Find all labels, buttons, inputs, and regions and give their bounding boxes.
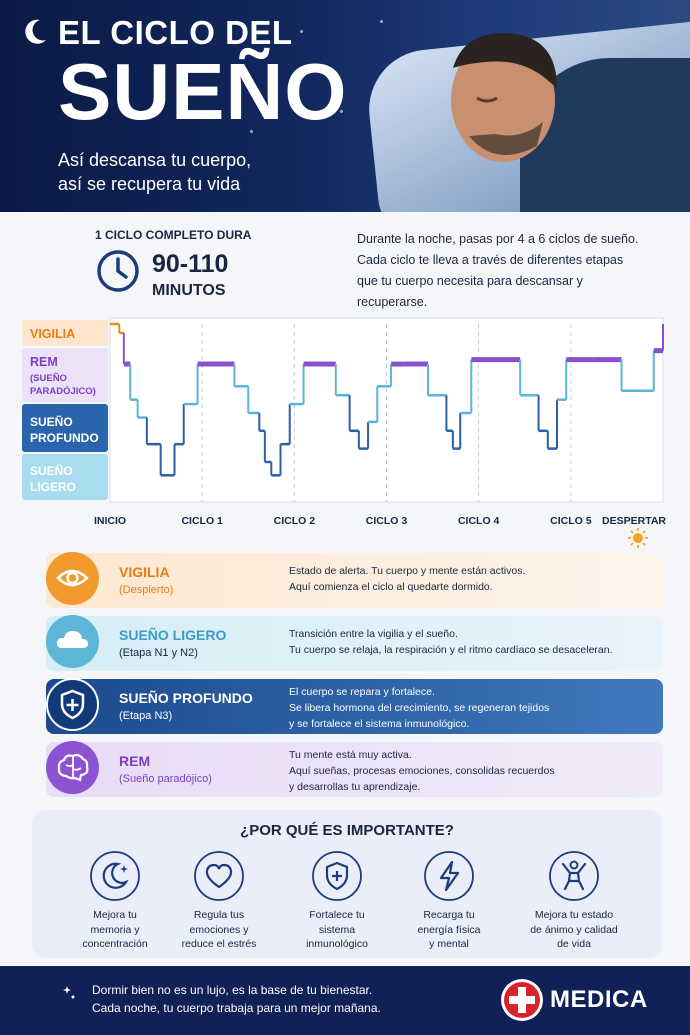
subtitle-line-1: Así descansa tu cuerpo, (58, 150, 252, 170)
shield-plus-icon (46, 678, 99, 731)
stage-desc-line: Aquí sueñas, procesas emociones, consoli… (289, 765, 555, 777)
stage-desc-line: y desarrollas tu aprendizaje. (289, 781, 421, 793)
cloud-icon (46, 615, 99, 668)
footer-line-2: Cada noche, tu cuerpo trabaja para un me… (92, 1001, 381, 1015)
benefit-label: Regula tus emociones y reduce el estrés (181, 909, 257, 950)
stage-label: SUEÑO (30, 414, 73, 429)
person-celebrating-icon (549, 851, 599, 901)
benefit-energy: Recarga tu energía física y mental (394, 850, 504, 952)
benefit-memory: Mejora tu memoria y concentración (60, 850, 170, 952)
brand-name: MEDICA (550, 986, 648, 1013)
stage-subtitle: (Etapa N1 y N2) (119, 647, 198, 659)
stage-card-rem: REM (Sueño paradójico) Tu mente está muy… (46, 741, 663, 797)
heart-icon (194, 851, 244, 901)
x-tick-label: CICLO 3 (366, 515, 408, 527)
stage-title: VIGILIA (119, 564, 170, 580)
title-line-1: EL CICLO DEL (58, 14, 293, 51)
subtitle: Así descansa tu cuerpo, así se recupera … (58, 148, 318, 196)
x-tick-label: DESPERTAR (602, 515, 666, 527)
stage-label-box (22, 348, 108, 402)
lightning-icon (424, 851, 474, 901)
stage-title: SUEÑO LIGERO (119, 627, 227, 643)
stage-card-sueno-ligero: SUEÑO LIGERO (Etapa N1 y N2) Transición … (46, 615, 663, 671)
stage-desc-line: Estado de alerta. Tu cuerpo y mente está… (289, 565, 526, 577)
eye-icon (46, 552, 99, 605)
sleeping-man-illustration (451, 33, 557, 162)
stage-label-box (22, 454, 108, 500)
stage-sublabel: PARADÓJICO) (30, 385, 96, 397)
benefit-immune: Fortalece tu sistema inmunológico (282, 850, 392, 952)
cycle-label: 1 CICLO COMPLETO DURA (95, 228, 252, 242)
stage-desc-line: y se fortalece el sistema inmunológico. (289, 718, 470, 730)
stage-card-vigilia: VIGILIA (Despierto) Estado de alerta. Tu… (46, 552, 663, 608)
stage-card-sueno-profundo: SUEÑO PROFUNDO (Etapa N3) El cuerpo se r… (46, 678, 663, 734)
brain-icon (46, 741, 99, 794)
intro-description: Durante la noche, pasas por 4 a 6 ciclos… (357, 232, 639, 309)
stage-subtitle: (Despierto) (119, 584, 174, 596)
header-banner: EL CICLO DEL SUEÑO Así descansa tu cuerp… (0, 0, 690, 212)
stage-label: VIGILIA (30, 327, 75, 341)
brand-logo: MEDICA (500, 978, 670, 1022)
importance-title: ¿POR QUÉ ES IMPORTANTE? (240, 822, 454, 839)
x-tick-label: CICLO 1 (181, 515, 223, 527)
stage-sublabel: (SUEÑO (30, 373, 67, 384)
shield-plus-icon (312, 851, 362, 901)
moon-stars-icon (90, 851, 140, 901)
footer: Dormir bien no es un lujo, es la base de… (0, 966, 690, 1035)
benefit-label: Fortalece tu sistema inmunológico (306, 909, 368, 950)
stage-label: REM (30, 355, 58, 369)
benefit-label: Recarga tu energía física y mental (417, 909, 481, 950)
stage-desc-line: Tu cuerpo se relaja, la respiración y el… (289, 644, 613, 656)
cycle-unit: MINUTOS (152, 282, 226, 299)
sun-icon (628, 528, 648, 548)
x-tick-label: CICLO 4 (458, 515, 500, 527)
cycle-range: 90-110 (152, 250, 229, 278)
stage-description: Transición entre la vigilia y el sueño. … (289, 626, 659, 658)
moon-icon (25, 19, 46, 44)
stage-label: SUEÑO (30, 463, 73, 478)
stage-label: PROFUNDO (30, 431, 99, 445)
importance-panel: ¿POR QUÉ ES IMPORTANTE? Mejora tu memoria… (32, 810, 662, 958)
x-tick-label: CICLO 2 (274, 515, 316, 527)
subtitle-line-2: así se recupera tu vida (58, 174, 241, 194)
stage-label: LIGERO (30, 480, 76, 494)
stage-subtitle: (Etapa N3) (119, 710, 173, 722)
footer-message: Dormir bien no es un lujo, es la base de… (92, 981, 452, 1017)
stage-title: SUEÑO PROFUNDO (119, 690, 253, 706)
stage-title: REM (119, 753, 151, 769)
stage-description: El cuerpo se repara y fortalece. Se libe… (289, 684, 659, 732)
moon-stars-icon (50, 986, 75, 1012)
stage-subtitle: (Sueño paradójico) (119, 773, 212, 785)
medical-cross-logo-icon (501, 979, 543, 1021)
footer-line-1: Dormir bien no es un lujo, es la base de… (92, 983, 373, 997)
x-tick-label: CICLO 5 (550, 515, 592, 527)
stage-label-box (22, 320, 108, 346)
benefit-emotions: Regula tus emociones y reduce el estrés (164, 850, 274, 952)
stage-description: Estado de alerta. Tu cuerpo y mente está… (289, 563, 659, 595)
chart-plot-area (109, 317, 664, 503)
stage-desc-line: Aquí comienza el ciclo al quedarte dormi… (289, 581, 493, 593)
benefit-label: Mejora tu estado de ánimo y calidad de vid… (530, 909, 618, 950)
title-line-2: SUEÑO (58, 47, 348, 136)
x-tick-label: INICIO (94, 515, 126, 527)
stage-label-box (22, 404, 108, 452)
benefit-label: Mejora tu memoria y concentración (82, 909, 148, 950)
stage-desc-line: Transición entre la vigilia y el sueño. (289, 628, 458, 640)
benefit-mood: Mejora tu estado de ánimo y calidad de vid… (514, 850, 634, 952)
clock-icon (97, 250, 139, 292)
stage-desc-line: Tu mente está muy activa. (289, 749, 412, 761)
stage-description: Tu mente está muy activa. Aquí sueñas, p… (289, 747, 659, 795)
stage-desc-line: Se libera hormona del crecimiento, se re… (289, 702, 550, 714)
stage-desc-line: El cuerpo se repara y fortalece. (289, 686, 435, 698)
